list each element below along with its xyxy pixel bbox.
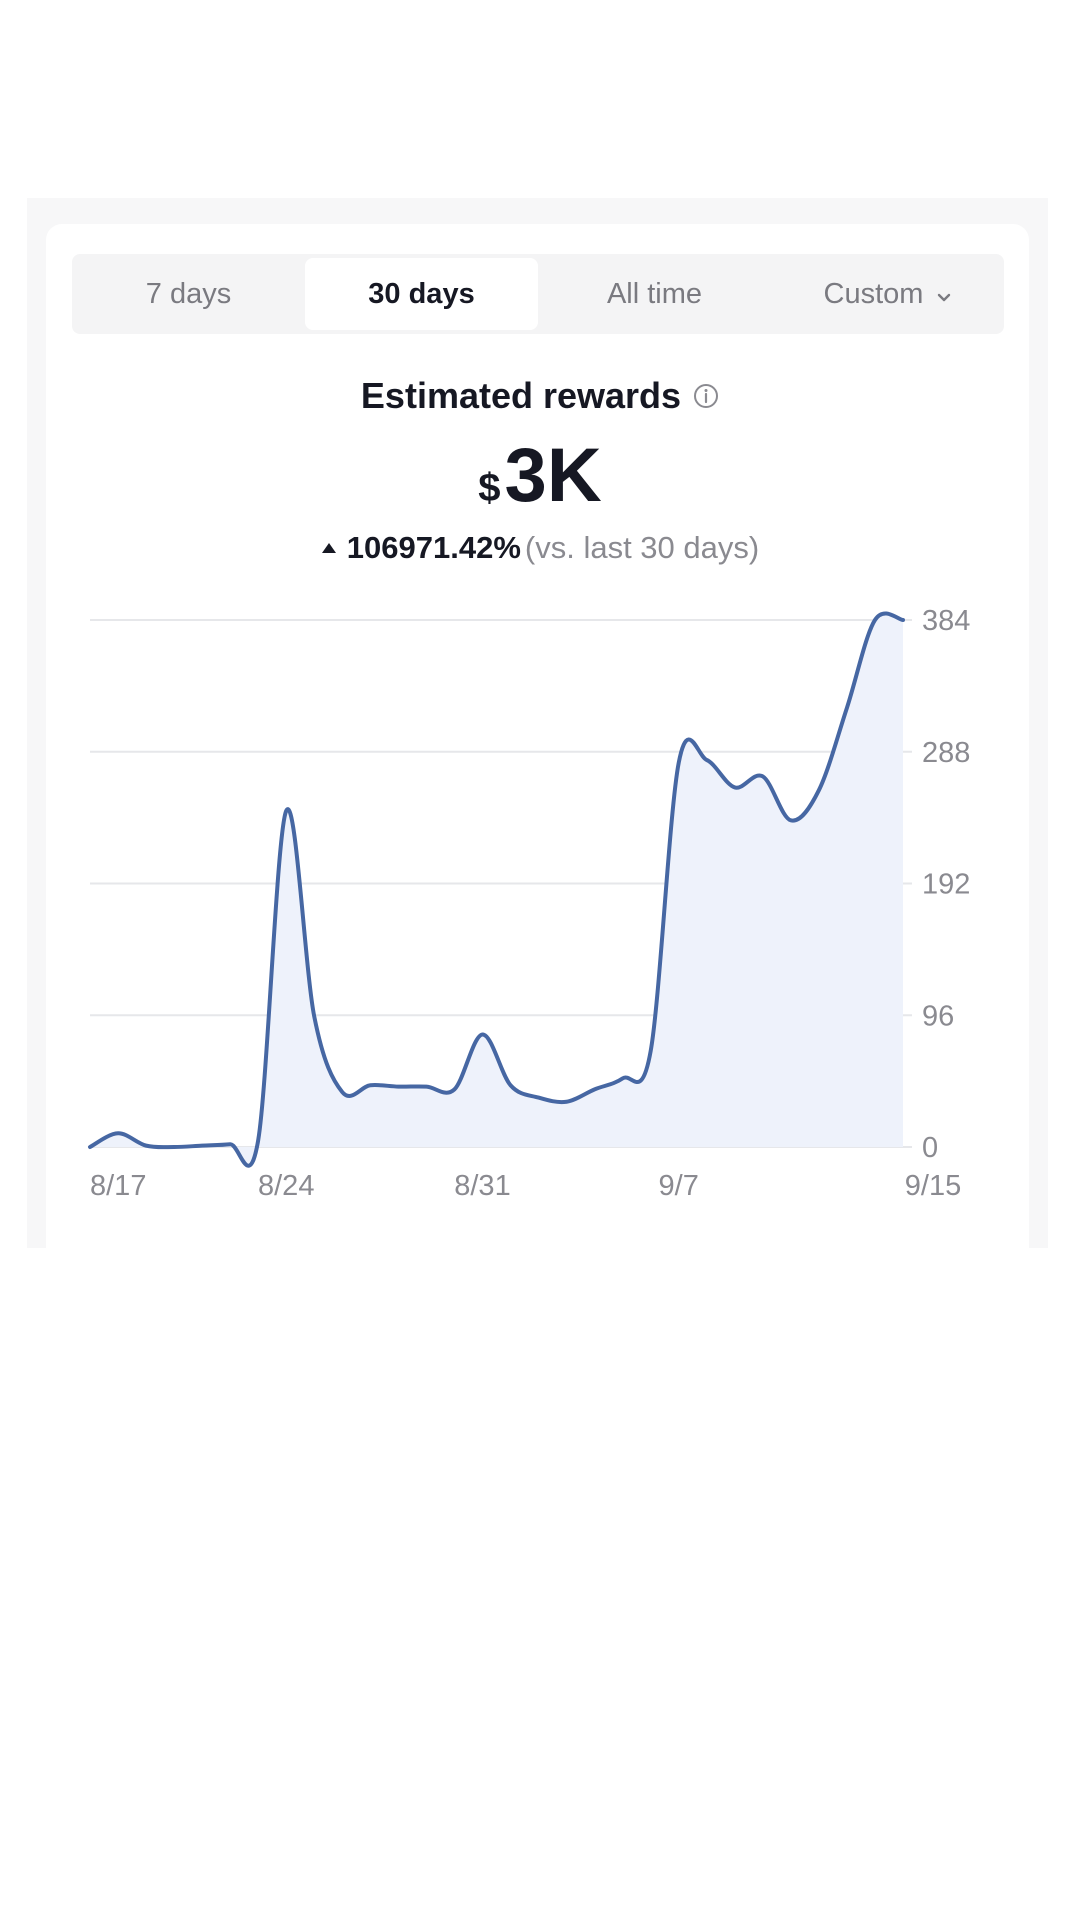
info-icon[interactable] xyxy=(693,383,719,409)
tab-label: All time xyxy=(606,277,703,310)
tab-custom[interactable]: Custom xyxy=(771,254,1004,334)
rewards-amount: $ 3K xyxy=(0,438,1080,514)
change-note: (vs. last 30 days) xyxy=(524,530,760,565)
currency-symbol: $ xyxy=(478,466,501,510)
change-value: 106971.42% xyxy=(346,530,521,565)
change-row: 106971.42% (vs. last 30 days) xyxy=(0,530,1080,566)
tab-all-time[interactable]: All time xyxy=(538,254,771,334)
tab-label: 30 days xyxy=(368,277,475,310)
period-tabs: 7 days 30 days All time Custom xyxy=(72,254,1004,334)
tab-label: Custom xyxy=(823,277,924,310)
chevron-down-icon xyxy=(937,278,951,311)
amount-value: 3K xyxy=(504,433,602,518)
tab-7-days[interactable]: 7 days xyxy=(72,254,305,334)
tab-30-days[interactable]: 30 days xyxy=(305,258,538,330)
triangle-up-icon xyxy=(321,542,337,554)
tab-label: 7 days xyxy=(145,277,232,310)
summary-title-row: Estimated rewards xyxy=(0,375,1080,417)
summary-title: Estimated rewards xyxy=(360,375,682,416)
